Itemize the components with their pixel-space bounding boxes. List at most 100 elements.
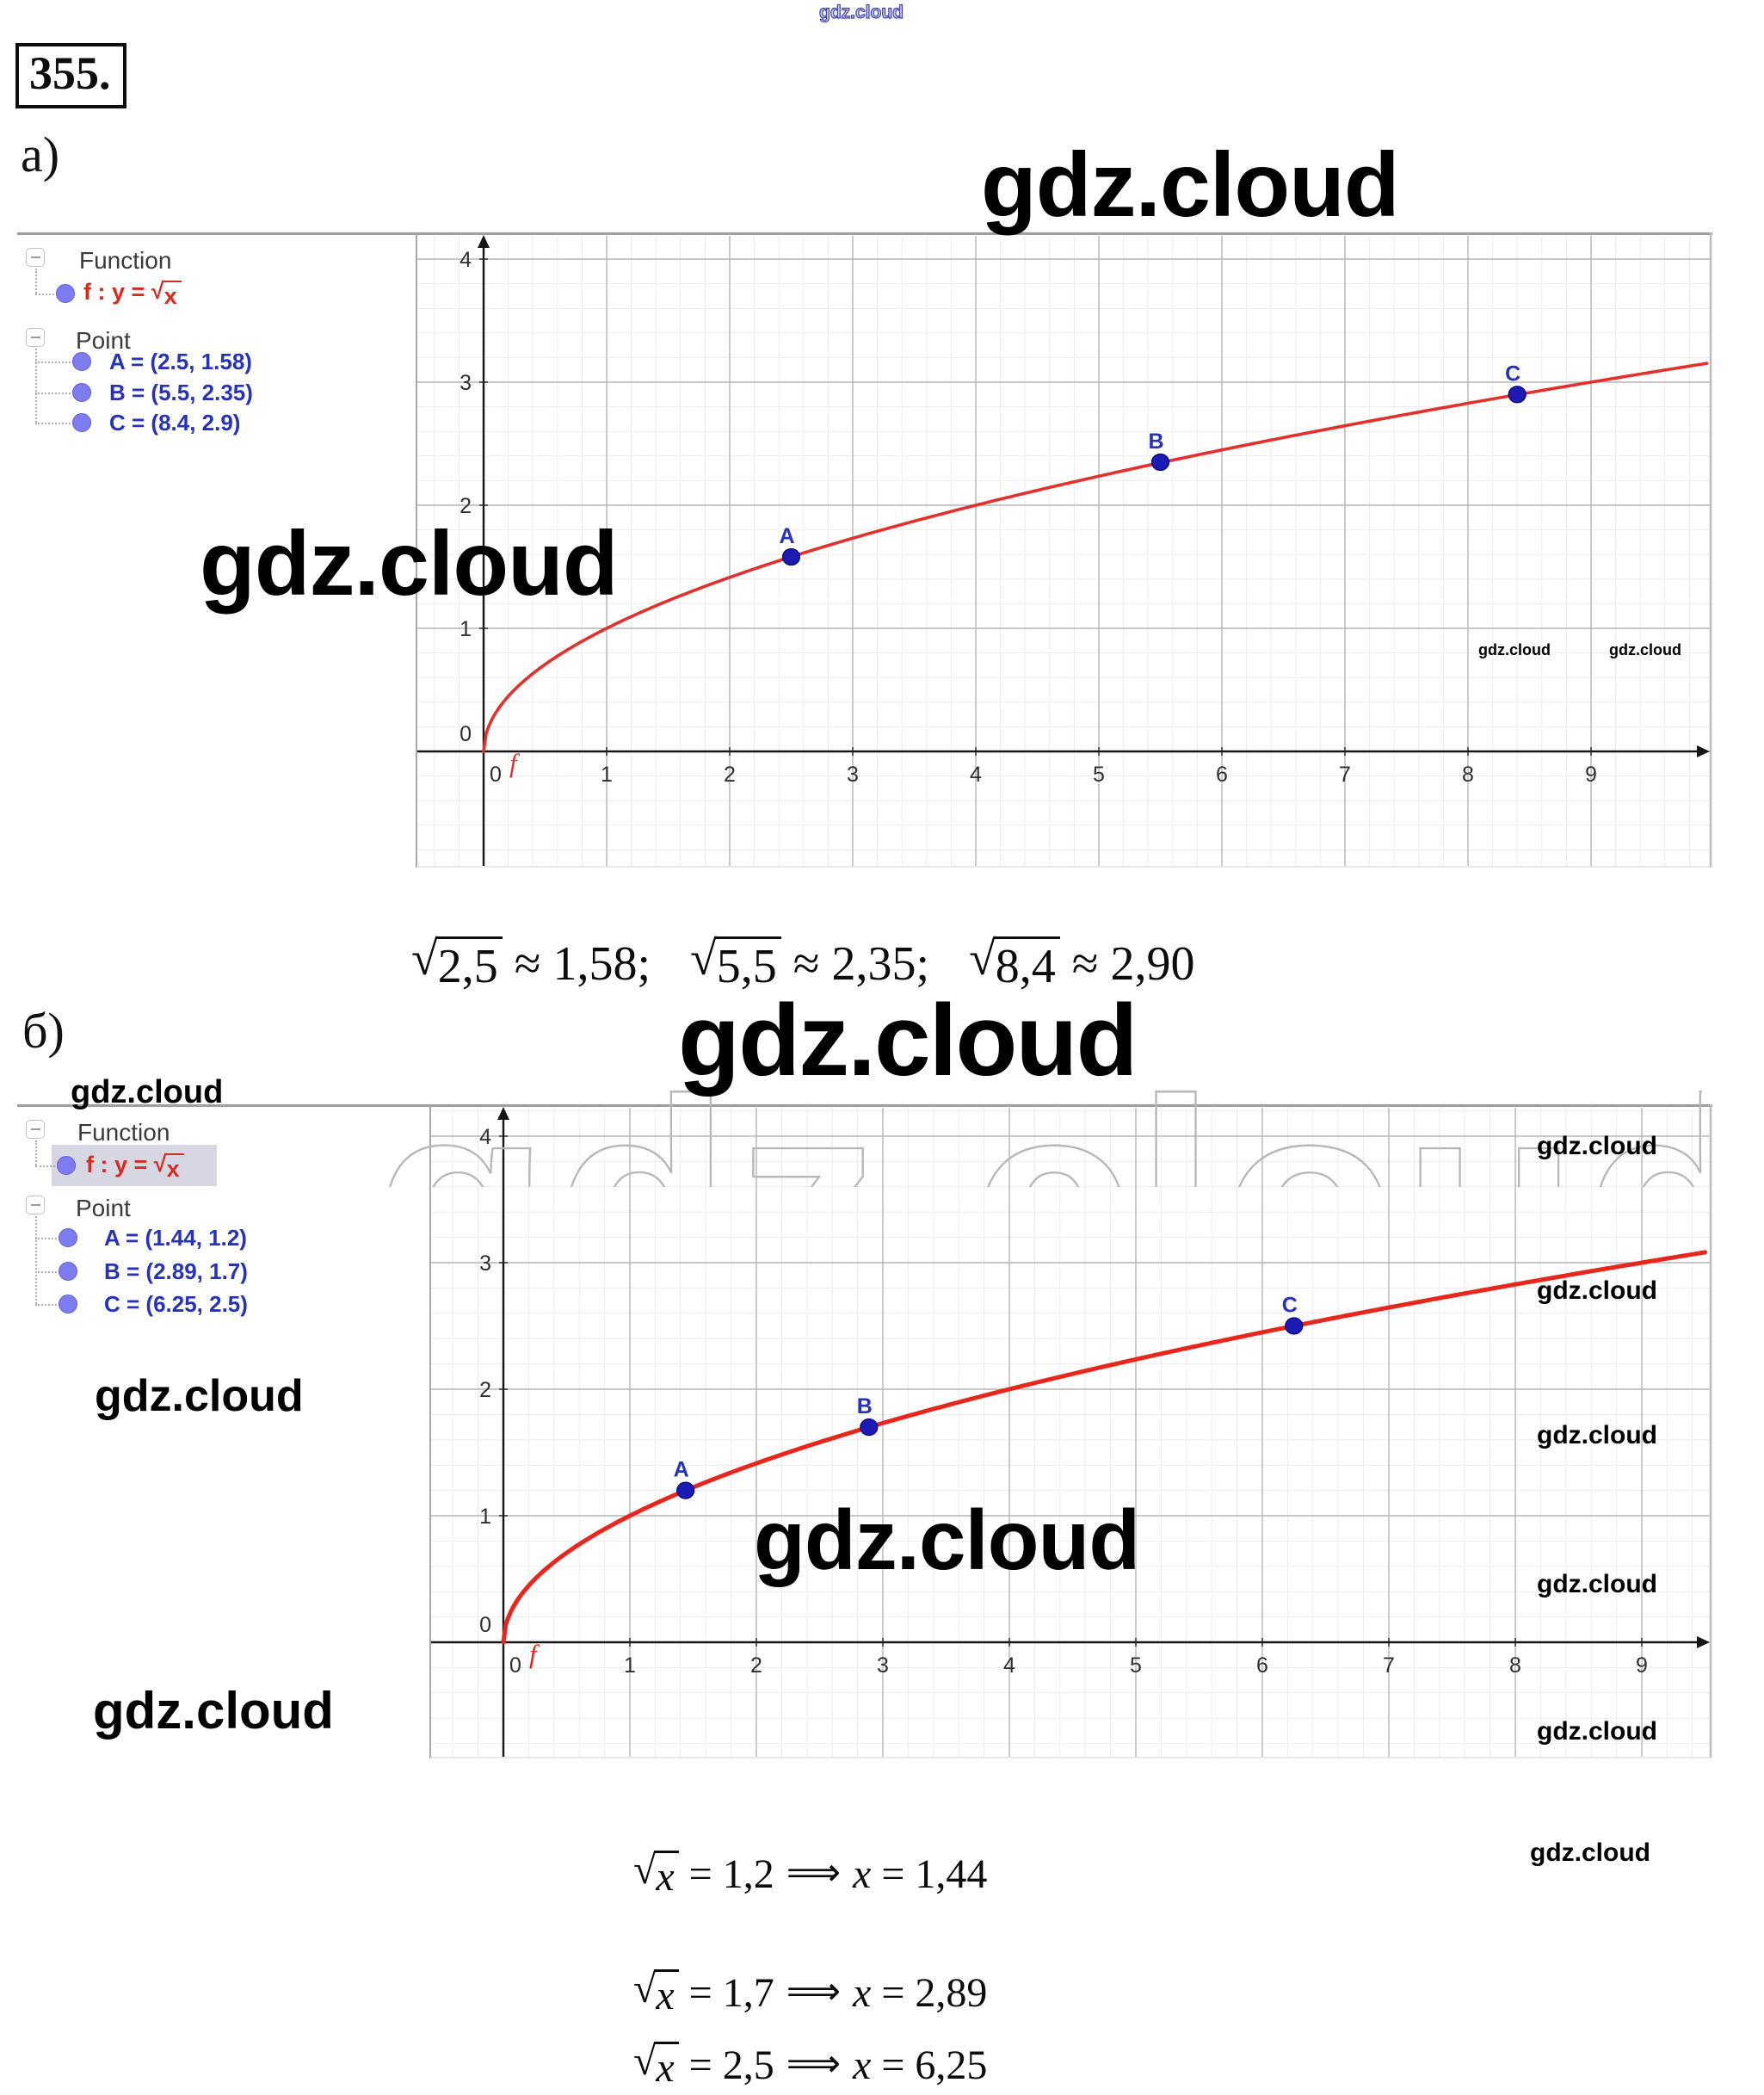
function-expression: f : y = [86,1152,154,1177]
radical: √ 5,5 [690,935,781,992]
x-tick-label: 7 [1383,1653,1395,1678]
point-B[interactable] [860,1418,879,1437]
visibility-dot-f[interactable] [57,1156,76,1175]
point-A[interactable] [676,1481,695,1499]
tree-connector [35,1140,37,1165]
equation-result: = 2,89 [881,1970,988,2016]
selected-row-highlight [52,1145,217,1186]
collapse-point-icon[interactable] [26,328,45,347]
radical: √ x [151,278,182,308]
part-b-label: б) [22,1003,65,1059]
x-tick-label: 0 [490,763,502,787]
sqrt-approximation: √ 8,4 ≈ 2,90 [969,935,1195,992]
equation-left: = 1,7 [678,1970,785,2016]
y-axis-arrow-icon [478,235,490,248]
point-C[interactable] [1508,386,1527,404]
sqrt-sign-icon: √ [633,2038,657,2084]
tree-connector [35,269,37,294]
approximation-value: ≈ 2,35; [780,937,930,991]
function-curve[interactable] [482,362,1709,753]
point-item[interactable]: C = (6.25, 2.5) [104,1291,248,1317]
collapse-function-icon[interactable] [26,1120,45,1139]
function-curve[interactable] [501,1250,1707,1645]
sqrt-sign-icon: √ [411,932,438,986]
problem-number: 355. [15,43,126,108]
tree-connector [35,1304,57,1306]
radical: √ x [633,2038,679,2090]
function-item-f[interactable]: f : y = √ x [83,278,182,308]
watermark: gdz.cloud [1537,1276,1657,1305]
radicand: x [654,1969,679,2018]
y-tick-label: 4 [460,248,472,272]
point-item[interactable]: B = (2.89, 1.7) [104,1258,248,1284]
equation-result: = 1,44 [881,1851,988,1897]
part-a-label: а) [21,127,60,182]
point-B[interactable] [1150,453,1170,472]
radicand: x [164,1153,184,1181]
point-label-A: A [779,524,794,548]
variable-x: x [842,1970,882,2016]
implies-arrow-icon: ⟹ [786,1851,842,1894]
x-axis-arrow-icon [1697,1636,1710,1648]
point-header: Point [76,1195,131,1221]
equation-result: = 6,25 [881,2042,988,2088]
y-tick-label: 2 [460,494,472,518]
variable-x: x [842,1851,882,1897]
collapse-point-icon[interactable] [26,1196,45,1214]
y-tick-label: 0 [460,722,472,746]
watermark: gdz.cloud [1537,1570,1657,1598]
point-item[interactable]: C = (8.4, 2.9) [109,410,241,436]
solution-line-2: √ x = 1,7 ⟹ x = 2,89 [633,1968,988,2018]
watermark: gdz.cloud [1530,1839,1650,1867]
y-tick-label: 4 [479,1125,491,1149]
x-tick-label: 3 [877,1653,889,1678]
equation-left: = 2,5 [678,2042,785,2088]
minus-icon [30,1128,40,1130]
x-tick-label: 1 [601,763,613,787]
tree-connector [35,1216,37,1304]
approximation-value: ≈ 1,58; [502,937,651,991]
sqrt-sign-icon: √ [151,278,164,304]
collapse-function-icon[interactable] [26,248,45,267]
watermark: gdz.cloud [818,3,904,22]
minus-icon [30,1204,40,1206]
visibility-dot-point-b0[interactable] [59,1228,77,1247]
tree-connector [35,423,71,424]
variable-x: x [842,2042,882,2088]
point-item[interactable]: B = (5.5, 2.35) [109,380,253,405]
point-item[interactable]: A = (1.44, 1.2) [104,1225,247,1251]
point-item[interactable]: A = (2.5, 1.58) [109,349,252,374]
point-C[interactable] [1285,1317,1304,1335]
equation-left: = 1,2 [678,1851,785,1897]
approximation-value: ≈ 2,90 [1059,937,1195,991]
x-axis-arrow-icon [1697,745,1710,757]
x-tick-label: 5 [1130,1653,1142,1678]
visibility-dot-point-b1[interactable] [59,1262,77,1281]
implies-arrow-icon: ⟹ [786,1969,842,2013]
x-tick-label: 4 [1003,1653,1015,1678]
sqrt-sign-icon: √ [633,1847,657,1893]
radical: √ x [154,1153,184,1181]
watermark: gdz.cloud [93,1682,334,1740]
y-tick-label: 3 [479,1251,491,1276]
minus-icon [30,256,40,258]
visibility-dot-point-a1[interactable] [72,383,91,402]
widget-top-border [17,232,1712,235]
visibility-dot-f[interactable] [56,284,75,303]
widget-top-border [17,1104,1712,1107]
visibility-dot-point-b2[interactable] [59,1295,77,1313]
visibility-dot-point-a2[interactable] [72,413,91,432]
x-tick-label: 4 [970,763,982,787]
point-A[interactable] [781,547,801,566]
tree-connector [35,392,71,394]
visibility-dot-point-a0[interactable] [72,352,91,371]
watermark: gdz.cloud [71,1074,224,1110]
solution-line-3: √ x = 2,5 ⟹ x = 6,25 [633,2038,988,2090]
point-label-C: C [1505,362,1520,386]
function-item-f[interactable]: f : y = √ x [86,1153,184,1181]
tree-connector [35,349,37,423]
watermark: gdz.cloud [95,1371,304,1421]
tree-connector [35,1271,57,1273]
